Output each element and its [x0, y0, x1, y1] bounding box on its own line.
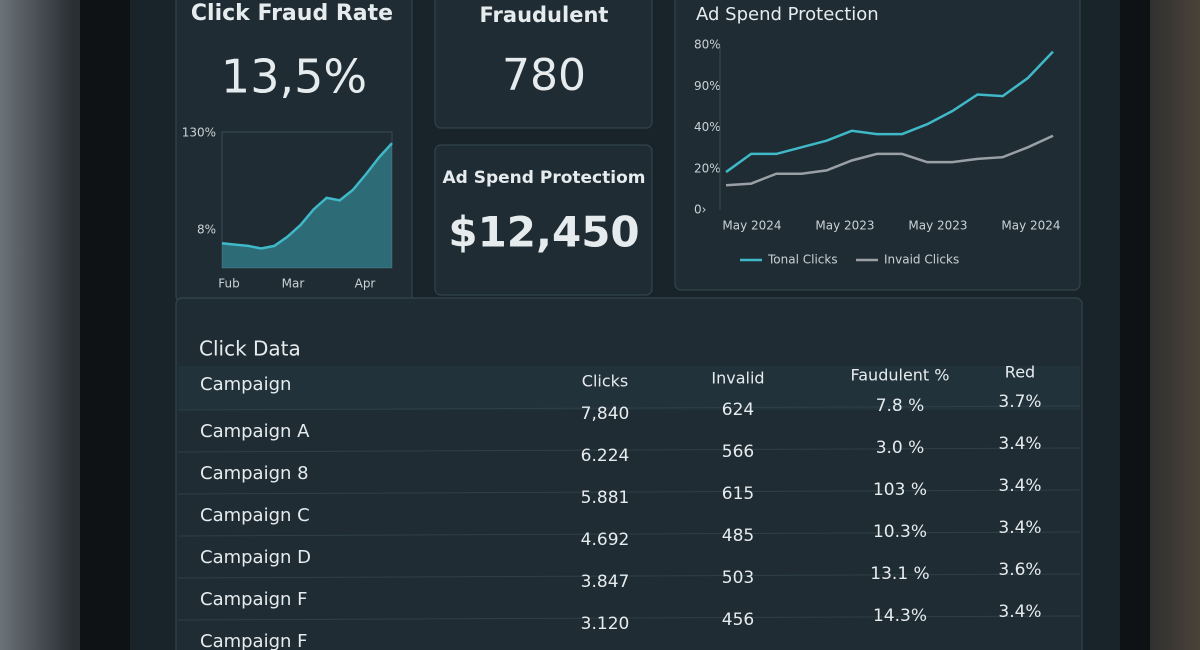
- table-title: Click Data: [199, 337, 301, 361]
- y-tick-label: 40%: [694, 120, 721, 134]
- x-tick-label: May 2024: [722, 219, 781, 233]
- x-tick-label: Apr: [355, 277, 376, 291]
- table-cell: 4.692: [581, 530, 630, 550]
- line: [725, 134, 1054, 187]
- legend-label: Invaid Clicks: [884, 253, 959, 267]
- table-cell: 624: [722, 400, 754, 420]
- column-header: Clicks: [582, 372, 628, 391]
- chart-title: Ad Spend Protection: [696, 4, 879, 25]
- row-divider: [177, 489, 1081, 495]
- column-header: Faudulent %: [851, 366, 950, 385]
- card-value: 780: [502, 50, 586, 101]
- table-cell: 456: [722, 610, 754, 630]
- x-tick-label: Fub: [218, 277, 239, 291]
- area: [222, 143, 392, 268]
- table-cell: 3.4%: [998, 518, 1041, 538]
- y-tick-label: 20%: [694, 161, 721, 175]
- table-cell: 3.4%: [998, 476, 1041, 496]
- table-cell: Campaign D: [200, 547, 311, 568]
- column-header: Invalid: [711, 369, 764, 388]
- card: [175, 297, 1083, 650]
- column-header: Red: [1005, 363, 1035, 382]
- chart-frame: [221, 131, 393, 269]
- column-header: Campaign: [200, 374, 291, 395]
- line: [725, 50, 1054, 174]
- card: [434, 0, 653, 129]
- table-cell: Campaign F: [200, 631, 308, 650]
- line: [221, 142, 393, 250]
- x-tick-label: May 2024: [1001, 219, 1060, 233]
- y-tick-label: 90%: [694, 79, 721, 93]
- y-tick-label: 130%: [182, 126, 216, 140]
- row-divider: [177, 405, 1081, 411]
- table-cell: Campaign A: [200, 421, 310, 442]
- table-cell: 3.847: [581, 572, 630, 592]
- table-cell: 13.1 %: [870, 564, 929, 584]
- table-cell: 6.224: [581, 446, 630, 466]
- table-cell: 103 %: [873, 480, 927, 500]
- card-title: Ad Spend Protectiom: [443, 168, 646, 188]
- card: [434, 144, 653, 296]
- row-divider: [177, 615, 1081, 621]
- table-cell: 3.120: [581, 614, 630, 634]
- table-cell: Campaign F: [200, 589, 308, 610]
- card-value: $12,450: [448, 208, 639, 257]
- row-divider: [177, 573, 1081, 579]
- legend-label: Tonal Clicks: [767, 253, 838, 267]
- table-cell: 3.6%: [998, 560, 1041, 580]
- row-divider: [177, 531, 1081, 537]
- table-cell: 7.8 %: [876, 396, 925, 416]
- table-cell: Campaign C: [200, 505, 310, 526]
- card-title: Click Fraud Rate: [191, 1, 393, 26]
- table-cell: 3.0 %: [876, 438, 925, 458]
- x-tick-label: May 2023: [815, 219, 874, 233]
- card-value: 13,5%: [221, 50, 367, 104]
- table-cell: 615: [722, 484, 754, 504]
- y-tick-label: 0›: [694, 203, 706, 217]
- table-cell: 3.4%: [998, 434, 1041, 454]
- table-header-row: [178, 366, 1080, 410]
- table-cell: 503: [722, 568, 754, 588]
- table-cell: 3.4%: [998, 602, 1041, 622]
- table-cell: 10.3%: [873, 522, 927, 542]
- row-divider: [177, 447, 1081, 453]
- card: [674, 0, 1081, 291]
- table-cell: 3.7%: [998, 392, 1041, 412]
- y-tick-label: 8%: [197, 223, 216, 237]
- x-tick-label: Mar: [282, 277, 305, 291]
- y-tick-label: 80%: [694, 38, 721, 52]
- table-cell: 5.881: [581, 488, 630, 508]
- table-cell: 485: [722, 526, 754, 546]
- x-tick-label: May 2023: [908, 219, 967, 233]
- table-cell: Campaign 8: [200, 463, 309, 484]
- card-title: Fraudulent: [480, 3, 609, 27]
- table-cell: 7,840: [581, 404, 630, 424]
- table-cell: 14.3%: [873, 606, 927, 626]
- table-cell: 566: [722, 442, 754, 462]
